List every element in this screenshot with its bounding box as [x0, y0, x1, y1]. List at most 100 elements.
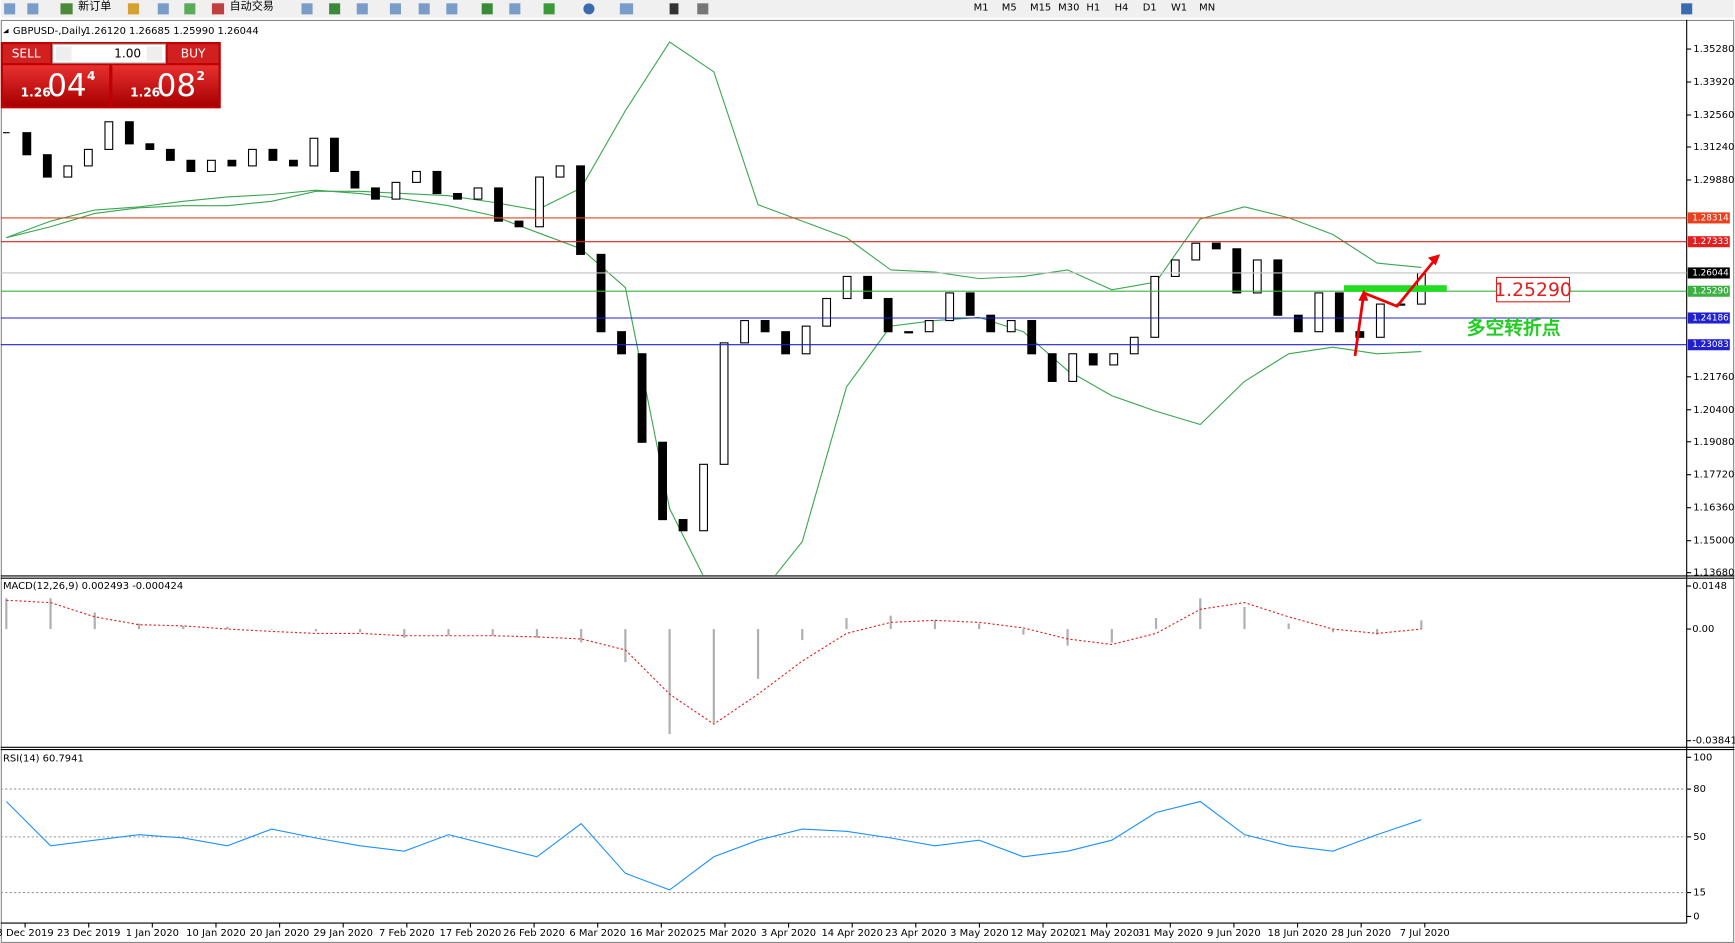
icon[interactable]	[509, 3, 521, 15]
timeframe-button[interactable]: MN	[1199, 3, 1215, 14]
macd-bar	[1420, 620, 1423, 630]
rsi-line	[5, 800, 1422, 891]
macd-bar	[756, 629, 760, 679]
support-highlight	[1343, 285, 1447, 292]
macd-bar	[624, 629, 627, 663]
candle	[719, 342, 729, 465]
candle	[863, 275, 873, 300]
icon[interactable]	[60, 3, 73, 15]
y-tick-label: 1.21760	[1693, 372, 1734, 383]
x-tick-label: 16 Mar 2020	[630, 928, 693, 939]
icon[interactable]	[184, 3, 196, 15]
icon[interactable]	[669, 3, 679, 15]
icon[interactable]	[4, 3, 16, 15]
bollinger-band	[6, 41, 1422, 291]
candle	[42, 154, 52, 178]
candle	[145, 143, 155, 150]
timeframe-button[interactable]: H1	[1086, 3, 1100, 14]
x-tick-label: 1 Jan 2020	[126, 928, 179, 939]
candle	[83, 148, 93, 167]
buy-button[interactable]	[167, 44, 219, 64]
candle	[391, 181, 401, 200]
icon[interactable]	[1681, 3, 1693, 15]
icon[interactable]	[389, 3, 401, 15]
macd-panel: 0.0148 0.00 -0.038415	[5, 581, 1735, 747]
y-tick-label: 0.0148	[1692, 581, 1727, 592]
macd-bar	[447, 629, 450, 636]
price-level-label: 1.24186	[1692, 313, 1729, 323]
macd-bar	[1331, 629, 1335, 633]
new-order-button[interactable]: 新订单	[78, 0, 111, 13]
macd-bar	[93, 612, 96, 630]
price-level-tag	[1687, 339, 1730, 351]
macd-bar	[49, 598, 52, 630]
candle	[1375, 303, 1385, 338]
timeframe-button[interactable]: M5	[1002, 3, 1017, 14]
icon[interactable]	[127, 3, 139, 15]
candle	[1006, 320, 1016, 333]
y-tick-label: 1.35280	[1693, 44, 1734, 55]
sell-label[interactable]: SELL	[12, 47, 41, 61]
macd-bar	[226, 626, 229, 630]
icon[interactable]	[619, 3, 634, 15]
bid-box[interactable]	[2, 65, 110, 107]
chart-ohlc: 1.26120 1.26685 1.25990 1.26044	[85, 26, 259, 37]
lot-input[interactable]	[52, 43, 167, 64]
rsi-panel: 100 80 50 15 0	[0, 752, 1712, 922]
timeframe-button[interactable]: M15	[1030, 3, 1051, 14]
price-level-label: 1.23083	[1692, 340, 1729, 350]
timeframe-button[interactable]: M1	[974, 3, 989, 14]
candle	[350, 170, 360, 189]
candle	[124, 121, 134, 145]
candle	[904, 331, 914, 334]
timeframe-button[interactable]: D1	[1143, 3, 1157, 14]
ask-pips: 08	[157, 68, 196, 104]
icon[interactable]	[418, 3, 430, 15]
macd-bar	[314, 629, 317, 632]
timeframe-button[interactable]: H4	[1115, 3, 1129, 14]
icon[interactable]	[157, 3, 169, 15]
icon[interactable]	[211, 3, 225, 15]
macd-title: MACD(12,26,9) 0.002493 -0.000424	[3, 581, 183, 592]
y-tick-label: 1.15000	[1693, 536, 1734, 547]
icon[interactable]	[27, 3, 39, 15]
y-tick-label: 1.20400	[1693, 405, 1734, 416]
candle	[1068, 353, 1078, 382]
icon[interactable]	[697, 3, 709, 15]
x-tick-label: 29 Jan 2020	[313, 928, 373, 939]
icon[interactable]	[446, 3, 458, 15]
ask-box[interactable]	[112, 65, 219, 107]
price-level-label: 1.27333	[1692, 237, 1729, 247]
lot-value[interactable]: 1.00	[114, 47, 141, 61]
icon[interactable]	[543, 3, 555, 15]
buy-label[interactable]: BUY	[181, 47, 206, 61]
candle	[658, 441, 667, 521]
price-level-tag	[1687, 285, 1730, 297]
icon[interactable]	[583, 3, 595, 15]
y-tick-label: 1.16360	[1693, 503, 1734, 514]
icon[interactable]	[301, 3, 313, 15]
y-tick-label: 1.31240	[1693, 142, 1734, 153]
y-tick-label: 1.13680	[1693, 568, 1734, 579]
arrow-head	[1358, 289, 1369, 301]
candle	[1211, 242, 1221, 250]
macd-bar	[1066, 629, 1069, 646]
y-tick-label: 0	[1693, 911, 1699, 922]
timeframe-button[interactable]: W1	[1171, 3, 1187, 14]
candle	[206, 159, 216, 173]
y-tick-label: 1.29880	[1693, 175, 1734, 186]
x-tick-label: 17 Feb 2020	[440, 928, 502, 939]
macd-bar	[1022, 629, 1025, 635]
price-level-label: 1.26044	[1692, 268, 1729, 278]
sell-button[interactable]	[2, 44, 51, 64]
candle	[1191, 242, 1201, 261]
candle	[924, 320, 934, 333]
icon[interactable]	[356, 3, 368, 15]
timeframe-button[interactable]: M30	[1058, 3, 1079, 14]
icon[interactable]	[481, 3, 493, 15]
lot-down[interactable]	[56, 46, 72, 61]
icon[interactable]	[329, 3, 341, 15]
x-tick-label: 10 Jan 2020	[186, 928, 246, 939]
lot-up[interactable]	[146, 46, 163, 61]
auto-trading-button[interactable]: 自动交易	[230, 0, 274, 13]
